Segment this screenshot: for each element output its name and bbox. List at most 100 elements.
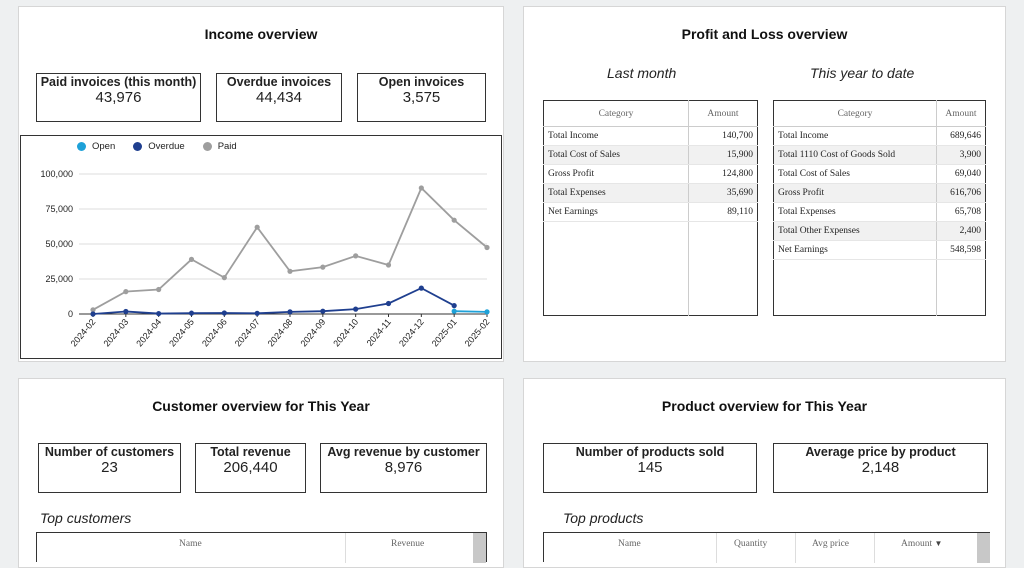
table-row: Net Earnings 89,110 bbox=[543, 202, 758, 222]
table-row: Total Expenses 65,708 bbox=[773, 202, 986, 222]
col-quantity-header[interactable]: Quantity bbox=[734, 539, 768, 549]
table-row: Gross Profit 124,800 bbox=[543, 164, 758, 184]
col-name-header[interactable]: Name bbox=[179, 539, 202, 549]
data-point-paid bbox=[385, 262, 392, 268]
empty-cell bbox=[936, 259, 986, 316]
vertical-scrollbar[interactable] bbox=[473, 533, 486, 563]
pl-overview-title: Profit and Loss overview bbox=[681, 26, 848, 42]
data-point-paid bbox=[156, 286, 162, 293]
amount-cell: 35,690 bbox=[688, 183, 758, 203]
table-row: Total Income 140,700 bbox=[543, 126, 758, 146]
legend-paid-label: Paid bbox=[217, 141, 237, 152]
vertical-scrollbar[interactable] bbox=[977, 533, 990, 563]
data-point-paid bbox=[320, 264, 326, 270]
x-tick-label: 2025-02 bbox=[463, 317, 492, 349]
data-point-paid bbox=[287, 268, 293, 274]
empty-filler-row bbox=[544, 221, 758, 316]
amount-cell: 140,700 bbox=[688, 126, 758, 146]
category-cell: Gross Profit bbox=[773, 183, 937, 203]
series-line-overdue bbox=[92, 287, 455, 315]
kpi-label: Avg revenue by customer bbox=[327, 445, 480, 459]
data-point-open bbox=[484, 309, 490, 315]
legend-overdue-swatch bbox=[133, 142, 143, 151]
avg-revenue-kpi[interactable]: Avg revenue by customer 8,976 bbox=[320, 443, 487, 493]
income-chart: Open Overdue Paid 0 25,000 50,000 75,000 100… bbox=[20, 135, 502, 359]
last-month-table: Category Amount Total Income 140,700 Total… bbox=[543, 100, 758, 316]
product-overview-panel: Product overview for This Year Number of… bbox=[523, 378, 1006, 568]
avg-price-kpi[interactable]: Average price by product 2,148 bbox=[773, 443, 988, 493]
data-point-overdue bbox=[353, 306, 359, 312]
kpi-value: 8,976 bbox=[384, 459, 423, 476]
col-amount-header[interactable]: Amount bbox=[936, 100, 986, 127]
category-cell: Total Expenses bbox=[543, 183, 689, 203]
customer-overview-panel: Customer overview for This Year Number o… bbox=[18, 378, 504, 568]
data-point-open bbox=[451, 308, 457, 314]
col-revenue-header[interactable]: Revenue bbox=[391, 539, 425, 549]
x-tick-label: 2024-11 bbox=[365, 317, 393, 348]
col-amount-header[interactable]: Amount ▼ bbox=[901, 539, 942, 549]
income-line-chart: 0 25,000 50,000 75,000 100,000 2024-02 2024-03… bbox=[40, 169, 492, 349]
ytd-table: Category Amount Total Income 689,646 Total… bbox=[773, 100, 986, 316]
data-point-overdue bbox=[418, 285, 424, 291]
amount-cell: 89,110 bbox=[688, 202, 758, 222]
paid-invoices-kpi[interactable]: Paid invoices (this month) 43,976 bbox=[36, 73, 201, 122]
total-revenue-kpi[interactable]: Total revenue 206,440 bbox=[195, 443, 306, 493]
amount-cell: 689,646 bbox=[936, 126, 986, 146]
empty-cell bbox=[774, 260, 937, 316]
category-cell: Total Other Expenses bbox=[773, 221, 937, 241]
column-divider bbox=[345, 533, 346, 563]
category-cell: Total Cost of Sales bbox=[543, 145, 689, 165]
pl-overview-panel: Profit and Loss overview Last month This… bbox=[523, 6, 1006, 362]
product-overview-title: Product overview for This Year bbox=[661, 398, 868, 414]
kpi-value: 44,434 bbox=[256, 89, 302, 106]
top-customers-table-header: Name Revenue bbox=[36, 532, 487, 563]
col-amount-header[interactable]: Amount bbox=[688, 100, 758, 127]
category-cell: Total Expenses bbox=[773, 202, 937, 222]
top-products-table-header: Name Quantity Avg price Amount ▼ bbox=[543, 532, 990, 563]
kpi-value: 2,148 bbox=[861, 459, 900, 476]
col-category-header[interactable]: Category bbox=[543, 100, 689, 127]
x-tick-label: 2024-09 bbox=[298, 317, 327, 349]
x-tick-label: 2024-06 bbox=[200, 317, 229, 349]
category-cell: Net Earnings bbox=[773, 240, 937, 260]
legend-open-swatch bbox=[77, 142, 86, 151]
amount-cell: 548,598 bbox=[936, 240, 986, 260]
x-tick-label: 2024-04 bbox=[134, 317, 163, 349]
empty-filler-row bbox=[774, 259, 986, 316]
y-tick-label: 50,000 bbox=[45, 239, 73, 249]
top-customers-heading: Top customers bbox=[40, 510, 132, 526]
data-point-paid bbox=[188, 256, 195, 262]
kpi-label: Overdue invoices bbox=[226, 75, 332, 89]
amount-cell: 69,040 bbox=[936, 164, 986, 184]
data-point-overdue bbox=[221, 310, 227, 316]
category-cell: Total Cost of Sales bbox=[773, 164, 937, 184]
kpi-value: 3,575 bbox=[402, 89, 441, 106]
data-point-overdue bbox=[123, 308, 129, 315]
series-line-open bbox=[454, 310, 488, 313]
y-tick-label: 75,000 bbox=[45, 204, 73, 214]
products-sold-kpi[interactable]: Number of products sold 145 bbox=[543, 443, 757, 493]
data-point-paid bbox=[90, 307, 96, 313]
col-category-header[interactable]: Category bbox=[773, 100, 937, 127]
data-point-paid bbox=[451, 217, 457, 223]
column-divider bbox=[874, 533, 875, 563]
table-row: Total Other Expenses 2,400 bbox=[773, 221, 986, 241]
table-row: Total Income 689,646 bbox=[773, 126, 986, 146]
kpi-label: Average price by product bbox=[805, 445, 956, 459]
data-point-overdue bbox=[320, 308, 326, 314]
col-avg-price-header[interactable]: Avg price bbox=[812, 539, 850, 549]
x-tick-label: 2024-05 bbox=[167, 317, 196, 349]
y-tick-label: 100,000 bbox=[40, 169, 73, 179]
legend-paid-swatch bbox=[202, 142, 212, 151]
overdue-invoices-kpi[interactable]: Overdue invoices 44,434 bbox=[216, 73, 342, 122]
table-row: Total Cost of Sales 69,040 bbox=[773, 164, 986, 184]
kpi-value: 145 bbox=[637, 459, 663, 476]
ytd-heading: This year to date bbox=[810, 65, 915, 81]
number-of-customers-kpi[interactable]: Number of customers 23 bbox=[38, 443, 181, 493]
open-invoices-kpi[interactable]: Open invoices 3,575 bbox=[357, 73, 486, 122]
category-cell: Total Income bbox=[773, 126, 937, 146]
data-point-overdue bbox=[287, 309, 293, 315]
income-overview-title: Income overview bbox=[204, 26, 318, 42]
col-name-header[interactable]: Name bbox=[618, 539, 641, 549]
legend-open-label: Open bbox=[92, 141, 116, 152]
